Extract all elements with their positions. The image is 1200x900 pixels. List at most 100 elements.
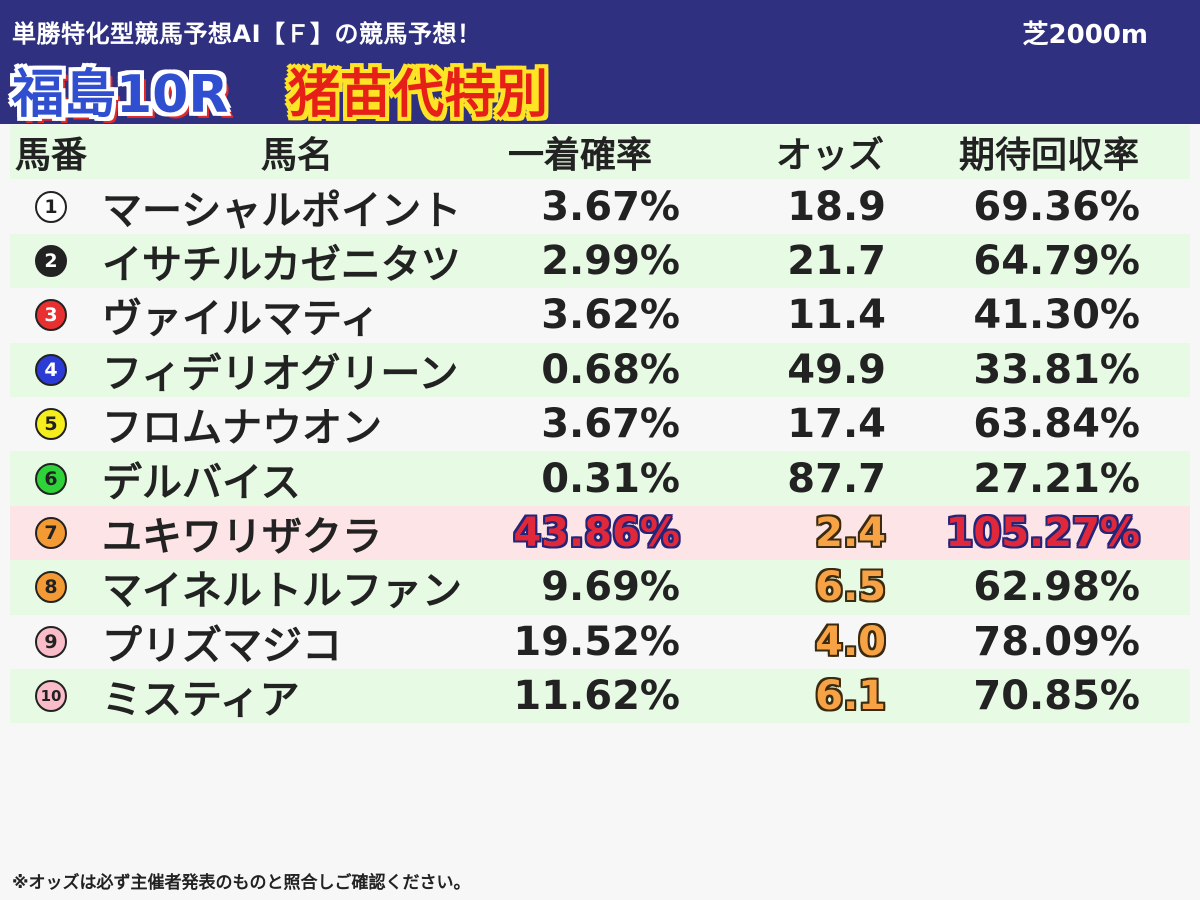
odds-text: 87.7 xyxy=(787,455,886,502)
horse-name-text: マイネルトルファン xyxy=(102,568,462,615)
win-probability: 19.52% xyxy=(480,615,680,669)
expected-return-rate-text: 70.85% xyxy=(973,673,1140,720)
win-probability: 0.31% xyxy=(480,451,680,505)
horse-name: マイネルトルファン xyxy=(102,560,502,614)
horse-name: フィデリオグリーン xyxy=(102,343,502,397)
win-probability: 11.62% xyxy=(480,669,680,723)
race-name: 猪苗代特別 xyxy=(288,65,549,125)
expected-return-rate: 69.36% xyxy=(930,179,1140,233)
horse-number-cell: 7 xyxy=(10,506,92,560)
horse-name-text: ミスティア xyxy=(102,677,300,724)
odds-text: 4.0 xyxy=(815,618,886,665)
win-probability: 0.68% xyxy=(480,343,680,397)
horse-number-cell: 4 xyxy=(10,343,92,397)
odds-text: 49.9 xyxy=(787,346,886,393)
horse-name-text: イサチルカゼニタツ xyxy=(102,241,461,288)
win-probability-text: 3.62% xyxy=(541,292,680,339)
win-probability: 3.67% xyxy=(480,179,680,233)
horse-number-badge: 7 xyxy=(35,516,67,549)
odds-text: 17.4 xyxy=(787,401,886,448)
horse-name: ヴァイルマティ xyxy=(102,288,502,342)
table-row: 7 ユキワリザクラ 43.86% 2.4 105.27% xyxy=(10,505,1190,561)
expected-return-rate: 64.79% xyxy=(930,234,1140,288)
win-probability-text: 9.69% xyxy=(541,564,680,611)
horse-number-badge: 10 xyxy=(35,680,67,713)
expected-return-rate: 70.85% xyxy=(930,669,1140,723)
horse-number-badge: 2 xyxy=(35,244,67,277)
horse-number-badge: 1 xyxy=(35,190,67,223)
win-probability: 3.62% xyxy=(480,288,680,342)
odds-text: 6.5 xyxy=(815,564,886,611)
horse-number-cell: 8 xyxy=(10,560,92,614)
odds: 17.4 xyxy=(710,397,886,451)
expected-return-rate: 27.21% xyxy=(930,451,1140,505)
horse-number-cell: 5 xyxy=(10,397,92,451)
win-probability-text: 0.68% xyxy=(541,346,680,393)
horse-name-text: ユキワリザクラ xyxy=(102,513,382,560)
odds-text: 18.9 xyxy=(787,183,886,230)
horse-number-cell: 3 xyxy=(10,288,92,342)
odds: 2.4 xyxy=(710,506,886,560)
expected-return-rate-text: 78.09% xyxy=(973,618,1140,665)
horse-name: ユキワリザクラ xyxy=(102,506,502,560)
subtitle: 単勝特化型競馬予想AI【Ｆ】の競馬予想！ xyxy=(12,20,482,48)
expected-return-rate-text: 64.79% xyxy=(973,237,1140,284)
horse-number-cell: 10 xyxy=(10,669,92,723)
header-banner: 単勝特化型競馬予想AI【Ｆ】の競馬予想！ 芝2000m 福島10R 猪苗代特別 xyxy=(0,0,1200,125)
horse-name: フロムナウオン xyxy=(102,397,502,451)
odds: 87.7 xyxy=(710,451,886,505)
win-probability-text: 43.86% xyxy=(513,509,680,556)
expected-return-rate: 105.27% xyxy=(930,506,1140,560)
horse-name-text: フロムナウオン xyxy=(102,405,382,452)
expected-return-rate-text: 62.98% xyxy=(973,564,1140,611)
odds: 11.4 xyxy=(710,288,886,342)
win-probability: 3.67% xyxy=(480,397,680,451)
horse-number-badge: 9 xyxy=(35,625,67,658)
horse-number-badge: 8 xyxy=(35,571,67,604)
horse-name: ミスティア xyxy=(102,669,502,723)
odds-text: 6.1 xyxy=(815,673,886,720)
expected-return-rate-text: 33.81% xyxy=(973,346,1140,393)
race-number: 福島10R xyxy=(12,65,229,125)
col-header-return-rate: 期待回収率 xyxy=(958,135,1139,177)
col-header-name: 馬名 xyxy=(260,135,333,177)
horse-number-badge: 6 xyxy=(35,462,67,495)
expected-return-rate: 78.09% xyxy=(930,615,1140,669)
table-header-row: 馬番 馬名 一着確率 オッズ 期待回収率 xyxy=(10,125,1190,180)
horse-number-badge: 4 xyxy=(35,353,67,386)
expected-return-rate-text: 27.21% xyxy=(973,455,1140,502)
expected-return-rate: 41.30% xyxy=(930,288,1140,342)
win-probability: 43.86% xyxy=(480,506,680,560)
odds-text: 11.4 xyxy=(787,292,886,339)
prediction-table: 馬番 馬名 一着確率 オッズ 期待回収率 1 マーシャルポイント 3.67% 18.9… xyxy=(10,125,1190,724)
table-row: 8 マイネルトルファン 9.69% 6.5 62.98% xyxy=(10,560,1190,615)
win-probability: 2.99% xyxy=(480,234,680,288)
table-row: 9 プリズマジコ 19.52% 4.0 78.09% xyxy=(10,615,1190,669)
table-row: 4 フィデリオグリーン 0.68% 49.9 33.81% xyxy=(10,342,1190,397)
odds: 4.0 xyxy=(710,615,886,669)
win-probability-text: 19.52% xyxy=(513,618,680,665)
horse-name-text: デルバイス xyxy=(102,459,301,506)
horse-number-cell: 2 xyxy=(10,234,92,288)
horse-name: マーシャルポイント xyxy=(102,179,502,234)
horse-number-badge: 3 xyxy=(35,299,67,332)
win-probability-text: 11.62% xyxy=(513,673,680,720)
footer-note: ※オッズは必ず主催者発表のものと照合しご確認ください。 xyxy=(12,873,471,893)
expected-return-rate-text: 105.27% xyxy=(945,509,1140,556)
expected-return-rate-text: 63.84% xyxy=(973,401,1140,448)
col-header-win-prob: 一着確率 xyxy=(507,135,652,177)
odds: 18.9 xyxy=(710,179,886,233)
table-row: 5 フロムナウオン 3.67% 17.4 63.84% xyxy=(10,397,1190,451)
odds: 21.7 xyxy=(710,234,886,288)
horse-name: プリズマジコ xyxy=(102,615,502,669)
expected-return-rate-text: 69.36% xyxy=(973,183,1140,230)
table-row: 10 ミスティア 11.62% 6.1 70.85% xyxy=(10,668,1190,724)
col-header-odds: オッズ xyxy=(775,135,884,177)
table-row: 3 ヴァイルマティ 3.62% 11.4 41.30% xyxy=(10,288,1190,342)
table-row: 1 マーシャルポイント 3.67% 18.9 69.36% xyxy=(10,179,1190,234)
odds: 49.9 xyxy=(710,343,886,397)
col-header-number: 馬番 xyxy=(14,135,87,177)
horse-number-cell: 1 xyxy=(10,179,92,233)
expected-return-rate: 63.84% xyxy=(930,397,1140,451)
table-row: 2 イサチルカゼニタツ 2.99% 21.7 64.79% xyxy=(10,233,1190,289)
